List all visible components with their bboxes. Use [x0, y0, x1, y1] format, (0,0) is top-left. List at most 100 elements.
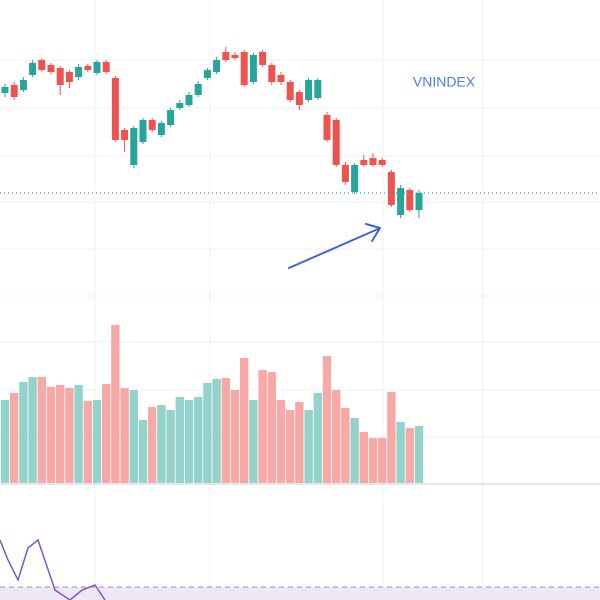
volume-bar [212, 379, 221, 483]
volume-bar [65, 388, 74, 483]
candle-body [148, 120, 156, 130]
volume-bar [332, 390, 341, 483]
candle-body [360, 160, 368, 165]
candle-body [75, 67, 83, 77]
volume-bar [129, 390, 138, 483]
volume-bar [359, 432, 368, 483]
volume-bar [138, 420, 148, 483]
volume-bar [230, 390, 240, 483]
volume-bar [46, 387, 56, 483]
volume-bar [56, 385, 65, 483]
volume-bar [295, 402, 304, 483]
candle-body [259, 52, 267, 65]
volume-bar [368, 438, 378, 483]
candle-body [268, 65, 276, 82]
marks [0, 47, 600, 600]
volume-bar [396, 422, 405, 483]
candle-body [249, 55, 257, 82]
volume-bar [184, 400, 194, 483]
candle-body [387, 172, 395, 205]
candle-body [167, 110, 175, 125]
candle-body [295, 92, 303, 105]
candle-body [19, 80, 27, 90]
volume-bar [387, 392, 396, 483]
rsi-line [0, 538, 106, 600]
candle-body [240, 52, 248, 85]
candle-body [323, 115, 331, 140]
volume-bar [276, 400, 286, 483]
volume-bar [341, 408, 350, 483]
volume-bar [28, 377, 37, 483]
rsi-band [0, 587, 600, 600]
volume-bar [378, 438, 387, 483]
volume-bar [111, 325, 120, 483]
candle-body [351, 165, 359, 192]
candle-body [47, 65, 55, 72]
volume-bar [203, 383, 212, 483]
volume-bar [405, 428, 414, 483]
candle-body [102, 62, 110, 72]
volume-bar [83, 401, 92, 483]
volume-bar [74, 385, 83, 483]
candle-body [65, 72, 73, 82]
volume-bar [102, 384, 111, 483]
candle-body [176, 103, 184, 108]
volume-bar [313, 393, 322, 483]
volume-bar [166, 410, 175, 483]
candle-body [397, 188, 405, 215]
candle-body [213, 60, 221, 72]
volume-bar [286, 410, 295, 483]
candle-body [415, 193, 423, 210]
volume-bar [120, 388, 129, 483]
candle-body [314, 80, 322, 98]
candle-body [277, 75, 285, 82]
candle-body [56, 68, 64, 85]
candle-body [185, 95, 193, 105]
candle-body [194, 84, 202, 95]
candle-body [121, 130, 129, 140]
volume-bar [304, 410, 313, 483]
volume-bar [221, 378, 230, 483]
candle-body [286, 82, 294, 100]
candle-body [130, 128, 138, 165]
volume-bar [92, 400, 102, 483]
volume-bar [148, 407, 157, 483]
volume-bar [414, 426, 424, 483]
candle-body [1, 87, 9, 93]
candle-body [332, 120, 340, 165]
candle-body [139, 120, 147, 142]
volume-bar [249, 400, 258, 483]
candle-body [157, 123, 165, 135]
volume-bar [157, 405, 166, 483]
volume-bar [258, 370, 267, 483]
volume-bar [37, 377, 46, 483]
volume-bar [322, 356, 332, 483]
arrow-head [365, 223, 381, 242]
candle-body [93, 62, 101, 73]
candle-body [10, 85, 18, 97]
candle-body [29, 63, 37, 75]
candle-body [378, 160, 386, 165]
candle-body [203, 70, 211, 78]
volume-bar [240, 358, 249, 483]
volume-bar [194, 397, 203, 483]
volume-bar [19, 382, 28, 483]
candle-body [231, 55, 239, 58]
volume-bar [10, 393, 19, 483]
volume-bar [0, 400, 10, 483]
candle-body [111, 78, 119, 140]
candle-body [406, 190, 414, 210]
volume-bar [350, 418, 359, 483]
candle-body [369, 158, 377, 165]
candle-body [341, 165, 349, 182]
chart-title: VNINDEX [413, 74, 476, 90]
volume-bar [267, 372, 276, 483]
candle-body [38, 60, 46, 70]
candle-body [222, 52, 230, 60]
candle-body [84, 66, 92, 70]
candle-body [305, 80, 313, 100]
arrow [288, 228, 379, 269]
volume-bar [175, 397, 184, 483]
